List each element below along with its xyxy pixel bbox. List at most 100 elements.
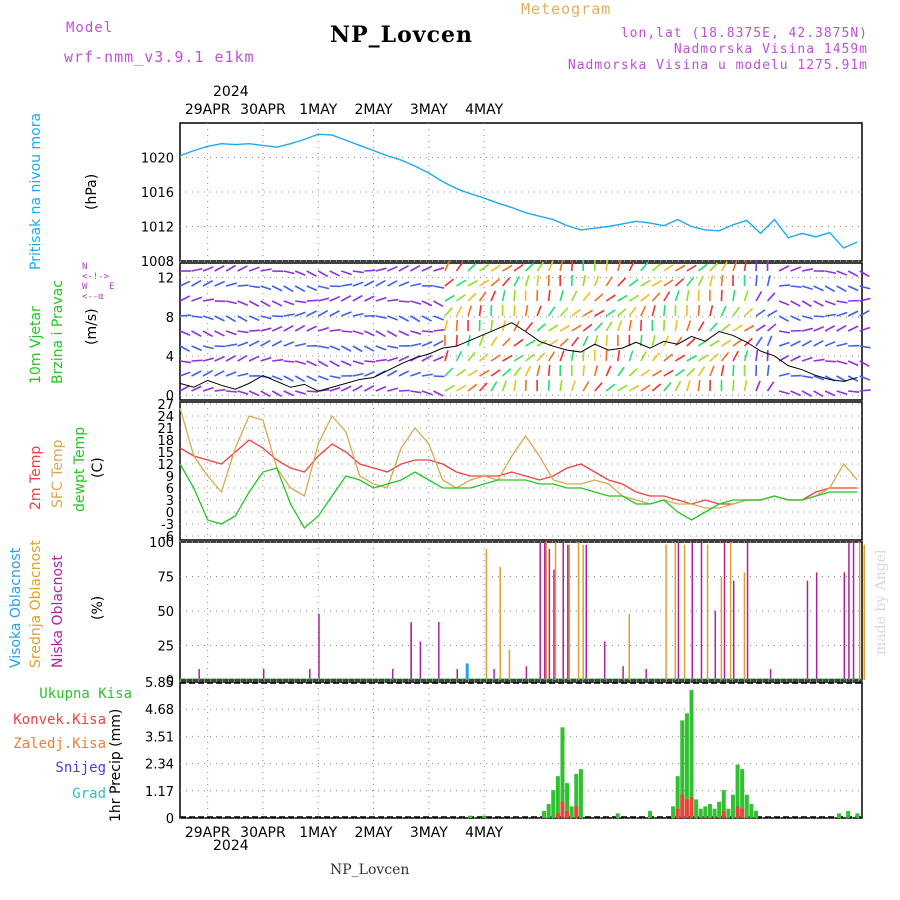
wind-vector: [375, 330, 386, 338]
wind-vector: [801, 268, 814, 272]
y-tick-label: 3.51: [145, 730, 174, 745]
cloud-low-bar: [318, 613, 320, 680]
wind-vector: [478, 304, 482, 317]
wind-vector: [790, 300, 801, 307]
t2m-line: [179, 439, 858, 505]
wind-vector: [444, 350, 449, 362]
wind-vector: [260, 315, 272, 320]
y-tick-label: 6: [166, 482, 174, 497]
wind-vector: [663, 291, 671, 302]
wind-vector: [271, 375, 283, 381]
wind-vector: [559, 338, 569, 347]
wind-vector: [501, 277, 511, 287]
precip-total-bar: [574, 773, 579, 818]
wind-vector: [686, 367, 696, 377]
wind-vector: [709, 339, 720, 347]
wind-vector: [410, 300, 422, 305]
y-tick-label: 8: [166, 311, 174, 326]
wind-vector: [709, 353, 719, 362]
wind-vector: [628, 320, 632, 332]
wind-vector: [294, 360, 306, 365]
wind-vector: [674, 354, 686, 362]
wind-vector: [179, 345, 191, 352]
wind-vector: [237, 300, 249, 306]
wind-vector: [778, 284, 791, 287]
wind-vector: [536, 274, 540, 287]
wind-vector: [202, 386, 214, 392]
y-tick-label: -6: [161, 530, 174, 545]
wind-vector: [179, 360, 191, 364]
wind-vector: [260, 327, 272, 332]
wind-vector: [744, 324, 755, 332]
wind-vector: [813, 325, 825, 332]
wind-vector: [720, 261, 728, 272]
wind-vector: [329, 360, 340, 368]
wind-vector: [536, 261, 545, 272]
wind-vector: [628, 278, 639, 287]
wind-vector: [352, 360, 364, 365]
wind-vector: [306, 299, 318, 302]
wind-vector: [329, 386, 341, 392]
wind-vector: [317, 309, 329, 317]
wind-vector: [202, 345, 214, 350]
y-tick-label: 4.68: [145, 703, 174, 718]
wind-vector: [686, 354, 697, 362]
wind-vector: [433, 340, 444, 347]
wind-vector: [697, 304, 701, 317]
y-tick-label: 0: [166, 506, 174, 521]
wind-vector: [318, 285, 330, 290]
wind-vector: [490, 369, 501, 377]
wind-vector: [283, 300, 295, 306]
wind-vector: [398, 389, 410, 392]
wind-vector: [237, 390, 249, 395]
wind-vector: [375, 358, 387, 362]
cloud-mid-bar: [674, 542, 677, 680]
wind-vector: [836, 375, 847, 383]
y-tick-label: 21: [157, 422, 174, 437]
wind-vector: [628, 384, 640, 392]
wind-vector: [444, 320, 449, 332]
precip-total-bar: [694, 799, 699, 818]
wind-vector: [421, 341, 433, 347]
wind-vector: [179, 314, 192, 317]
wind-vector: [732, 350, 739, 362]
wind-vector: [847, 325, 859, 332]
wind-vector: [202, 357, 214, 362]
wind-vector: [732, 338, 743, 347]
wind-vector: [525, 339, 536, 347]
y-tick-label: 100: [149, 536, 174, 551]
wind-vector: [467, 383, 478, 392]
wind-vector: [248, 266, 260, 272]
wind-vector: [790, 355, 801, 362]
wind-vector: [570, 350, 575, 362]
wind-vector: [709, 262, 719, 272]
wind-vector: [767, 309, 778, 317]
wind-vector: [398, 281, 410, 287]
wind-vector: [202, 298, 215, 302]
wind-vector: [628, 306, 637, 317]
wind-vector: [294, 375, 306, 383]
wind-vector: [525, 262, 535, 272]
wind-vector: [766, 364, 770, 377]
wind-vector: [283, 324, 294, 332]
wind-vector: [582, 275, 586, 287]
wind-vector: [410, 342, 422, 347]
cloud-mid-bar: [720, 576, 723, 680]
wind-vector: [525, 353, 535, 362]
wind-vector: [536, 352, 546, 362]
wind-vector: [225, 330, 237, 336]
wind-vector: [836, 360, 848, 365]
cloud-low-bar: [391, 668, 394, 680]
wind-vector: [651, 352, 661, 362]
wind-vector: [686, 264, 697, 272]
y-tick-label: 0: [166, 812, 174, 827]
wind-vector: [536, 305, 542, 317]
wind-vector: [536, 339, 548, 347]
footer-station: NP_Lovcen: [330, 862, 410, 878]
wind-vector: [593, 365, 599, 377]
wind-vector: [260, 339, 271, 347]
year-top: 2024: [213, 84, 249, 100]
precip-conv-bar: [735, 806, 740, 818]
wind-vector: [191, 359, 203, 362]
wind-vector: [720, 305, 727, 317]
